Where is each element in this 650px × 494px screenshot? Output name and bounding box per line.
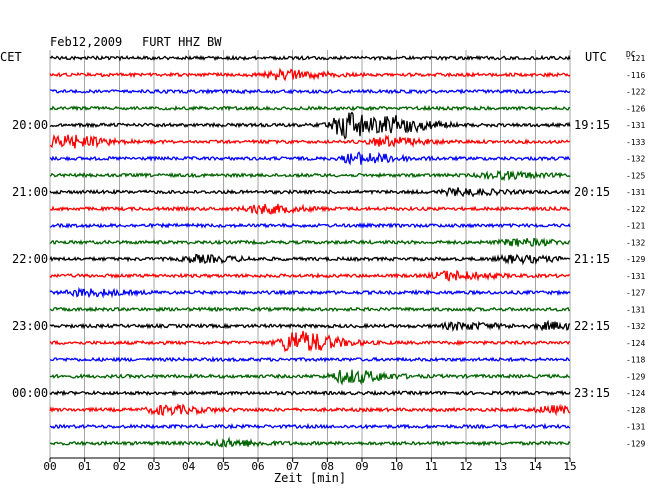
dc-value-label: -131 — [626, 272, 645, 281]
chart-title-station: FURT HHZ BW — [142, 35, 222, 49]
right-hour-label: 21:15 — [574, 252, 610, 266]
seismogram-trace — [49, 319, 571, 333]
seismogram-trace — [49, 203, 571, 215]
dc-value-label: -129 — [626, 439, 645, 448]
dc-value-label: -116 — [626, 71, 645, 80]
dc-value-label: -129 — [626, 372, 645, 381]
dc-value-label: -132 — [626, 155, 645, 164]
chart-title-date: Feb12,2009 — [50, 35, 122, 49]
dc-value-label: -122 — [626, 205, 645, 214]
seismogram-trace — [49, 111, 571, 140]
dc-value-label: -122 — [626, 88, 645, 97]
dc-header-label: DC — [626, 50, 636, 59]
right-timezone-label: UTC — [585, 50, 607, 64]
dc-value-label: -131 — [626, 305, 645, 314]
x-tick-label: 05 — [217, 460, 230, 473]
right-hour-label: 23:15 — [574, 386, 610, 400]
dc-value-label: -132 — [626, 322, 645, 331]
seismogram-trace — [49, 222, 571, 229]
seismogram-trace — [49, 286, 571, 299]
trace-group — [49, 54, 571, 448]
seismogram-trace — [49, 237, 571, 247]
x-tick-label: 04 — [182, 460, 196, 473]
seismogram-trace — [49, 253, 571, 266]
left-timezone-label: CET — [0, 50, 22, 64]
dc-value-label: -129 — [626, 255, 645, 264]
x-tick-label: 03 — [147, 460, 160, 473]
x-tick-label: 13 — [494, 460, 507, 473]
left-hour-label: 22:00 — [12, 252, 48, 266]
x-tick-label: 11 — [425, 460, 438, 473]
x-tick-label: 01 — [78, 460, 91, 473]
x-tick-label: 06 — [251, 460, 264, 473]
seismogram-trace — [49, 389, 571, 397]
x-tick-label: 09 — [355, 460, 368, 473]
x-tick-label: 10 — [390, 460, 403, 473]
dc-value-label: -126 — [626, 104, 645, 113]
seismogram-trace — [49, 403, 571, 417]
right-hour-label: 22:15 — [574, 319, 610, 333]
seismogram-trace — [49, 305, 571, 313]
dc-value-label: -121 — [626, 222, 645, 231]
seismogram-trace — [49, 422, 571, 430]
seismogram-trace — [49, 355, 571, 363]
seismogram-trace — [49, 330, 571, 353]
dc-value-label: -127 — [626, 289, 645, 298]
dc-value-label: -118 — [626, 356, 645, 365]
x-tick-label: 00 — [43, 460, 56, 473]
axis-labels: 00 01 02 03 04 05 06 07 08 09 10 11 12 13 14 15 20:00 21:… — [12, 54, 645, 473]
seismogram-trace — [50, 88, 571, 95]
dc-value-label: -125 — [626, 171, 645, 180]
dc-value-label: -131 — [626, 121, 645, 130]
dc-value-label: -121 — [626, 54, 645, 63]
x-tick-label: 12 — [459, 460, 472, 473]
seismogram-trace — [49, 54, 571, 62]
seismogram-trace — [49, 187, 571, 198]
x-tick-label: 14 — [529, 460, 543, 473]
x-tick-label: 15 — [563, 460, 576, 473]
dc-value-label: -132 — [626, 238, 645, 247]
left-hour-label: 20:00 — [12, 118, 48, 132]
dc-value-label: -131 — [626, 423, 645, 432]
x-axis-label: Zeit [min] — [274, 471, 346, 485]
x-tick-label: 07 — [286, 460, 299, 473]
left-hour-label: 21:00 — [12, 185, 48, 199]
seismogram-trace — [49, 169, 571, 182]
right-hour-label: 20:15 — [574, 185, 610, 199]
dc-value-label: -133 — [626, 138, 645, 147]
seismogram-trace — [49, 151, 571, 166]
dc-value-label: -128 — [626, 406, 645, 415]
dc-value-label: -124 — [626, 389, 645, 398]
left-hour-label: 23:00 — [12, 319, 48, 333]
left-hour-label: 00:00 — [12, 386, 48, 400]
right-hour-label: 19:15 — [574, 118, 610, 132]
seismogram-trace — [49, 436, 571, 448]
x-tick-label: 08 — [321, 460, 334, 473]
seismogram-trace — [49, 133, 571, 149]
seismogram-trace — [49, 269, 571, 282]
seismogram-trace — [49, 67, 571, 82]
seismogram-trace — [49, 369, 571, 386]
x-tick-label: 02 — [113, 460, 126, 473]
seismogram-trace — [49, 104, 571, 112]
dc-value-label: -131 — [626, 188, 645, 197]
dc-value-label: -124 — [626, 339, 645, 348]
